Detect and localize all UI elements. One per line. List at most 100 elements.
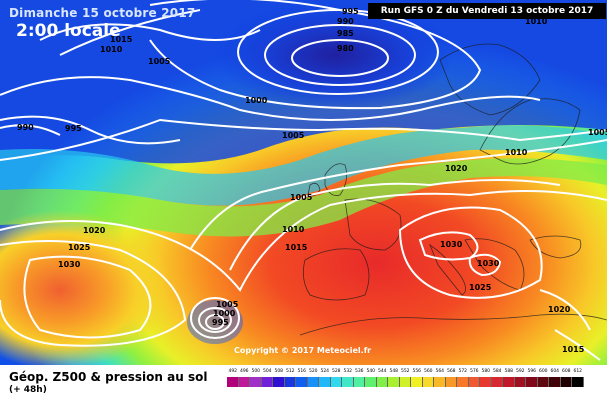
isobar-1020 xyxy=(0,190,607,292)
color-scale-label: 504 xyxy=(262,369,272,374)
product-title: Géop. Z500 & pression au sol xyxy=(9,370,208,384)
color-scale-label: 552 xyxy=(400,369,410,374)
color-scale-label: 608 xyxy=(561,369,571,374)
color-scale-label: 588 xyxy=(504,369,514,374)
color-scale-cell xyxy=(250,377,262,387)
color-scale-label: 524 xyxy=(320,369,330,374)
coastlines xyxy=(299,43,607,336)
isobar-label: 1030 xyxy=(477,259,500,268)
color-scale-cell xyxy=(411,377,423,387)
coast-balkans xyxy=(464,238,525,291)
color-scale-label: 532 xyxy=(343,369,353,374)
isobar-labels: 990 985 980 995 1015 1010 1005 1010 1000… xyxy=(17,7,607,354)
isobar-1005 xyxy=(0,118,607,161)
color-scale-label: 592 xyxy=(515,369,525,374)
coast-greenland xyxy=(439,43,541,116)
isobar-1030-balkans xyxy=(468,253,502,277)
color-scale-label: 500 xyxy=(251,369,261,374)
isobar-1010 xyxy=(189,139,607,251)
isobar-label: 995 xyxy=(65,124,82,133)
field-atlantic-low xyxy=(187,300,243,344)
color-scale-cell xyxy=(549,377,561,387)
color-scale-label: 572 xyxy=(458,369,468,374)
color-scale-cell xyxy=(284,377,296,387)
isobar-label: 995 xyxy=(212,318,229,327)
isobar-label: 1020 xyxy=(445,164,468,173)
isobar-label: 1020 xyxy=(548,305,571,314)
color-scale-label: 508 xyxy=(274,369,284,374)
color-scale-cell xyxy=(422,377,434,387)
color-scale-label: 528 xyxy=(331,369,341,374)
forecast-hour: (+ 48h) xyxy=(9,385,47,395)
color-scale-cell xyxy=(376,377,388,387)
color-scale-label: 568 xyxy=(446,369,456,374)
color-scale-cell xyxy=(307,377,319,387)
isobar-ring-1005-low xyxy=(190,297,240,339)
color-scale-label: 612 xyxy=(573,369,583,374)
isobar-ring-995-low xyxy=(205,314,225,330)
legend-bar: Géop. Z500 & pression au sol (+ 48h) 492… xyxy=(0,365,607,400)
color-scale-cell xyxy=(526,377,538,387)
color-scale-label: 584 xyxy=(492,369,502,374)
isobar-990-west xyxy=(0,124,61,136)
isobar-label: 1010 xyxy=(505,148,528,157)
color-scale-cell xyxy=(261,377,273,387)
isobar-label: 1015 xyxy=(110,35,133,44)
isobar-ring-1000-low xyxy=(198,307,232,333)
color-scale-label: 512 xyxy=(285,369,295,374)
color-scale-label: 556 xyxy=(412,369,422,374)
color-scale-label: 540 xyxy=(366,369,376,374)
isobar-label: 1005 xyxy=(216,300,239,309)
color-scale-cell xyxy=(330,377,342,387)
isobars xyxy=(0,0,607,360)
color-scale-label: 496 xyxy=(239,369,249,374)
isobar-1025 xyxy=(0,240,187,347)
coast-black-sea xyxy=(529,235,582,259)
color-scale-cell xyxy=(572,377,584,387)
isobar-label: 1005 xyxy=(282,131,305,140)
color-scale-cell xyxy=(503,377,515,387)
color-scale-label: 604 xyxy=(550,369,560,374)
color-scale-cell xyxy=(514,377,526,387)
isobar-label: 1005 xyxy=(588,128,607,137)
isobar-1020-east xyxy=(539,289,591,331)
isobar-1025-med xyxy=(398,206,543,299)
isobar-label: 990 xyxy=(17,123,34,132)
color-scale-cell xyxy=(365,377,377,387)
isobar-label: 1030 xyxy=(440,240,463,249)
color-scale xyxy=(227,377,584,387)
color-scale-cell xyxy=(388,377,400,387)
color-scale-cell xyxy=(296,377,308,387)
isobar-label: 1000 xyxy=(213,309,236,318)
color-scale-label: 580 xyxy=(481,369,491,374)
coast-north-africa xyxy=(299,313,607,336)
color-scale-label: 520 xyxy=(308,369,318,374)
weather-map: 990 985 980 995 1015 1010 1005 1010 1000… xyxy=(0,0,607,365)
isobar-1015-north xyxy=(59,9,201,56)
coast-iberia xyxy=(302,248,370,301)
color-scale-cell xyxy=(227,377,239,387)
color-scale-label: 560 xyxy=(423,369,433,374)
color-scale-cell xyxy=(560,377,572,387)
color-scale-cell xyxy=(491,377,503,387)
model-run-info: Run GFS 0 Z du Vendredi 13 octobre 2017 xyxy=(368,3,606,19)
isobar-label: 1005 xyxy=(148,57,171,66)
color-scale-label: 600 xyxy=(538,369,548,374)
isobar-label: 1005 xyxy=(290,193,313,202)
isobar-label: 985 xyxy=(337,29,354,38)
isobar-label: 1025 xyxy=(469,283,492,292)
isobar-label: 980 xyxy=(337,44,354,53)
color-scale-label: 516 xyxy=(297,369,307,374)
color-scale-cell xyxy=(273,377,285,387)
isobar-label: 1025 xyxy=(68,243,91,252)
color-scale-cell xyxy=(537,377,549,387)
isobar-ring-985 xyxy=(264,24,416,86)
coast-scandinavia xyxy=(479,98,581,165)
color-scale-cell xyxy=(353,377,365,387)
isobar-995-west xyxy=(0,115,181,145)
isobar-label: 1010 xyxy=(525,17,548,26)
color-scale-label: 596 xyxy=(527,369,537,374)
isobar-label: 1010 xyxy=(100,45,123,54)
isobar-1015-east xyxy=(554,329,601,361)
valid-time-label: Dimanche 15 octobre 2017 xyxy=(9,6,196,20)
